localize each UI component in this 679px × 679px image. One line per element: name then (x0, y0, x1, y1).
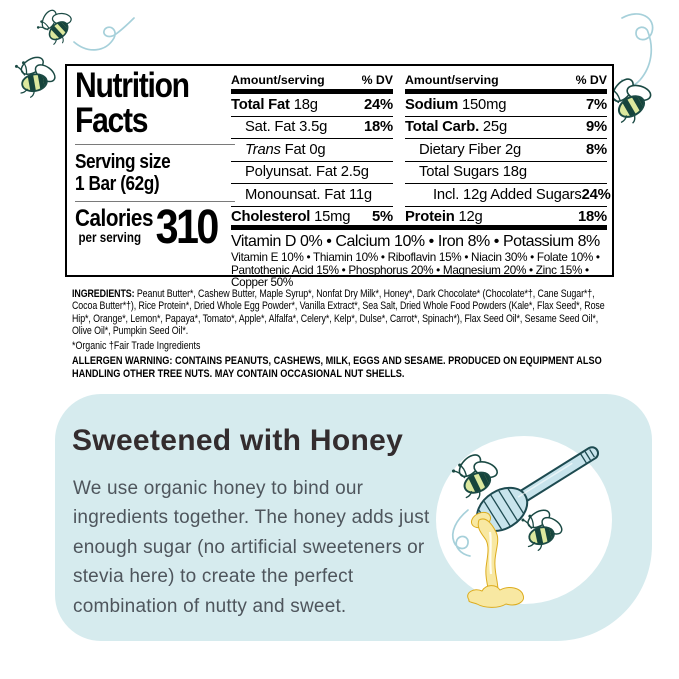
ingredients-section: INGREDIENTS: Peanut Butter*, Cashew Butt… (72, 288, 617, 381)
nutrient-dv: 7% (586, 96, 607, 113)
nutrient-name: Sat. Fat (245, 119, 296, 136)
nutrient-row: Polyunsat. Fat 2.5g (231, 160, 393, 184)
micronutrients-secondary: Vitamin E 10% • Thiamin 10% • Riboflavin… (231, 251, 600, 289)
nutrient-amount: 18g (293, 96, 318, 113)
nutrient-amount: 12g (458, 209, 483, 226)
nutrient-name: Sodium (405, 96, 459, 113)
thick-divider (405, 89, 607, 94)
swirl-icon (621, 13, 654, 88)
nutrient-name: Cholesterol (231, 209, 311, 226)
ingredients-label: INGREDIENTS: (72, 288, 135, 300)
amount-serving-header: Amount/serving (405, 73, 499, 87)
nutrient-amount: 15mg (314, 209, 351, 226)
column-header: Amount/serving % DV (405, 70, 607, 89)
bee-icon (11, 51, 60, 101)
nutrient-amount: 2g (505, 141, 522, 158)
flight-path-icon (73, 17, 135, 51)
nutrition-facts-panel: Nutrition Facts Serving size 1 Bar (62g)… (65, 64, 614, 289)
micronutrients-primary: Vitamin D 0% • Calcium 10% • Iron 8% • P… (231, 233, 600, 250)
bee-decoration-top-right (596, 13, 679, 130)
nutrient-amount: 2.5g (340, 164, 369, 181)
nutrient-row: Trans Fat 0g (231, 138, 393, 161)
nutrient-amount: 25g (482, 119, 507, 136)
honey-dipper-illustration (436, 436, 612, 608)
bee-icon (31, 2, 80, 50)
nutrient-amount: 3.5g (299, 119, 328, 136)
honey-body: We use organic honey to bind our ingredi… (73, 478, 430, 617)
nutrient-amount: Fat 0g (284, 141, 326, 158)
nutrient-dv: 18% (577, 209, 607, 226)
nutrient-row: Dietary Fiber 2g 8% (405, 138, 607, 161)
nutrient-name: Trans (245, 141, 281, 158)
allergen-warning: ALLERGEN WARNING: CONTAINS PEANUTS, CASH… (72, 354, 602, 381)
nutrient-dv: 18% (363, 119, 393, 136)
nutrient-amount: 150mg (461, 96, 507, 113)
nutrient-row: Total Sugars 18g (405, 160, 607, 184)
ingredients-footnote: *Organic †Fair Trade Ingredients (72, 339, 201, 352)
nutrition-facts-title: Nutrition Facts (75, 68, 235, 138)
nutrient-name: Total Carb. (405, 119, 479, 136)
thick-divider (231, 89, 393, 94)
swirl-icon (451, 509, 471, 557)
title-line-2: Facts (75, 101, 148, 140)
sweetened-with-honey-card: Sweetened with Honey We use organic hone… (55, 394, 652, 641)
nutrient-row: Monounsat. Fat 11g (231, 183, 393, 206)
nutrient-dv: 9% (586, 119, 607, 136)
calories-sublabel: per serving (78, 230, 142, 245)
nutrient-column-1: Amount/serving % DV Total Fat 18g 24% Sa… (231, 70, 393, 228)
serving-size-label: Serving size (75, 151, 171, 173)
amount-serving-header: Amount/serving (231, 73, 325, 87)
ingredients-paragraph: INGREDIENTS: Peanut Butter*, Cashew Butt… (72, 288, 613, 338)
bee-decoration-top-left (0, 2, 135, 114)
divider (75, 144, 235, 145)
calories-row: Calories per serving 310 (75, 201, 235, 254)
nutrient-row: Incl. 12g Added Sugars 24% (405, 183, 611, 206)
dv-header: % DV (361, 73, 393, 87)
calories-value: 310 (155, 201, 220, 254)
honey-dipper-icon (467, 446, 600, 608)
nutrient-column-2: Amount/serving % DV Sodium 150mg 7% Tota… (405, 70, 611, 229)
nutrient-row: Total Fat 18g 24% (231, 94, 393, 116)
nutrient-amount: 18g (502, 164, 527, 181)
ingredients-text: Peanut Butter*, Cashew Butter, Maple Syr… (72, 288, 605, 338)
title-line-1: Nutrition (75, 66, 190, 105)
column-header: Amount/serving % DV (231, 70, 393, 89)
nutrient-row: Sodium 150mg 7% (405, 94, 607, 116)
nutrient-row: Cholesterol 15mg 5% (231, 205, 393, 229)
thick-divider (231, 225, 607, 230)
nutrient-name: Total Fat (231, 96, 290, 113)
nutrient-name: Dietary Fiber (419, 141, 502, 158)
nutrition-label-left-column: Nutrition Facts Serving size 1 Bar (62g)… (75, 68, 235, 254)
calories-label: Calories (75, 205, 154, 232)
nutrient-dv: 24% (581, 186, 611, 203)
nutrient-name: Incl. 12g Added Sugars (433, 186, 582, 203)
nutrient-name: Monounsat. Fat (245, 186, 346, 203)
nutrient-dv: 24% (363, 96, 393, 113)
divider (75, 201, 235, 202)
nutrient-row: Sat. Fat 3.5g 18% (231, 115, 393, 139)
nutrient-name: Total Sugars (419, 164, 499, 181)
nutrient-dv: 5% (372, 209, 393, 226)
serving-size-value: 1 Bar (62g) (75, 172, 160, 195)
honey-heading: Sweetened with Honey (72, 424, 404, 457)
nutrient-row: Total Carb. 25g 9% (405, 115, 607, 139)
micronutrients: Vitamin D 0% • Calcium 10% • Iron 8% • P… (231, 232, 608, 290)
nutrient-name: Protein (405, 209, 455, 226)
nutrient-dv: 8% (586, 141, 607, 158)
nutrient-name: Polyunsat. Fat (245, 164, 337, 181)
nutrient-amount: 11g (348, 186, 372, 203)
dv-header: % DV (575, 73, 607, 87)
nutrient-row: Protein 12g 18% (405, 205, 607, 229)
honey-drip-icon (467, 511, 525, 608)
